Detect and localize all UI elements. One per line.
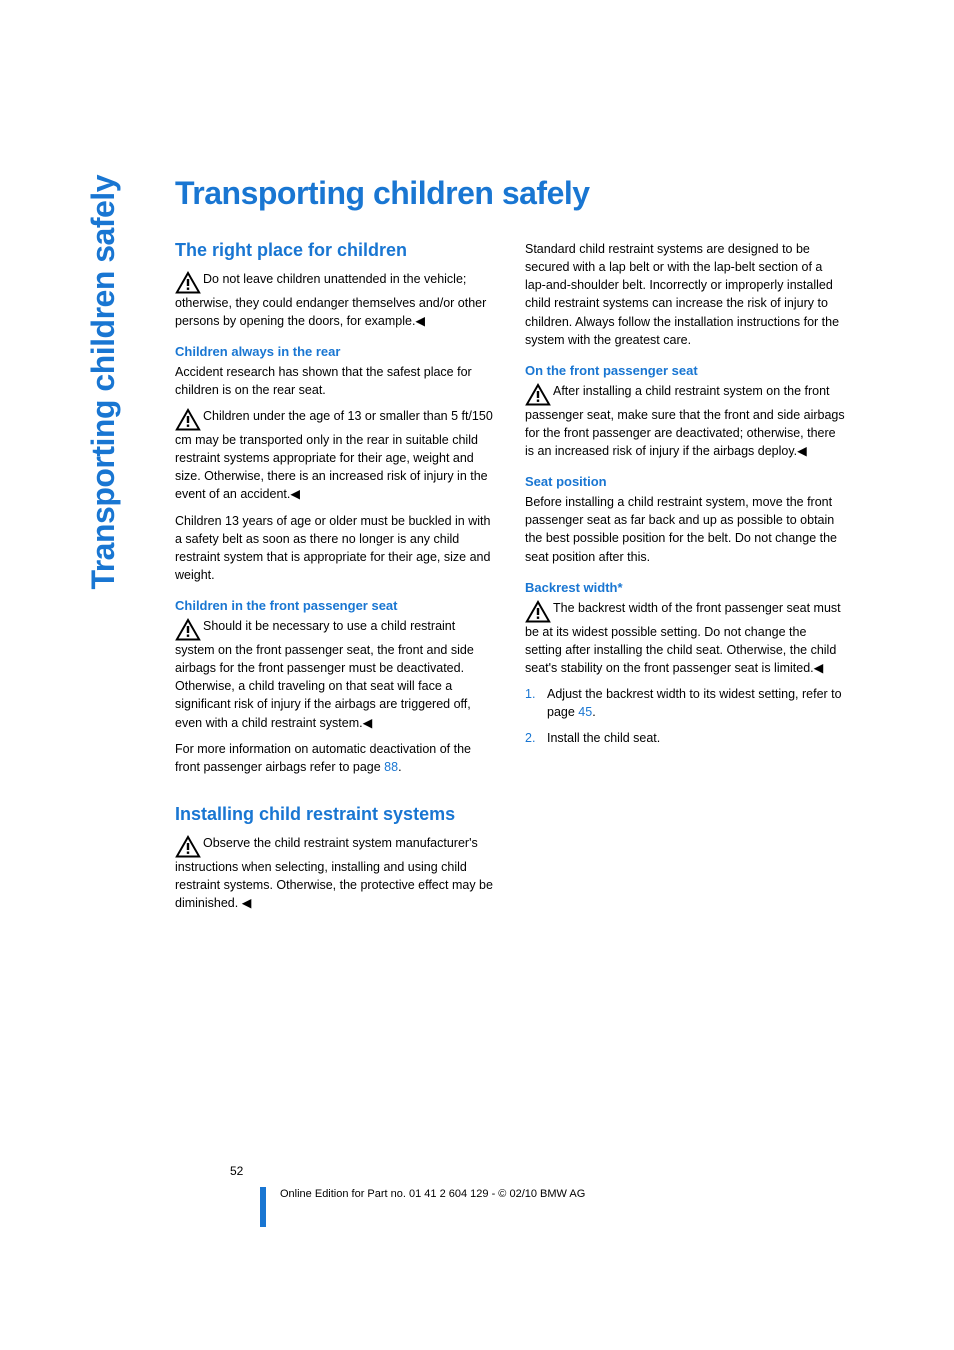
subheading-backrest-width: Backrest width* [525, 580, 845, 595]
list-number: 2. [525, 729, 547, 747]
text-accident-research: Accident research has shown that the saf… [175, 363, 495, 399]
list-number: 1. [525, 685, 547, 721]
warning-text: Do not leave children unattended in the … [175, 272, 486, 328]
heading-installing: Installing child restraint systems [175, 804, 495, 826]
warning-front-seat: Should it be necessary to use a child re… [175, 617, 495, 732]
warning-text: Observe the child restraint system manuf… [175, 836, 493, 910]
warning-icon [525, 600, 551, 623]
list-text: Adjust the backrest width to its widest … [547, 685, 845, 721]
page-ref-88[interactable]: 88 [384, 760, 398, 774]
page-title: Transporting children safely [175, 175, 590, 212]
warning-icon [175, 271, 201, 294]
warning-text: Children under the age of 13 or smaller … [175, 409, 493, 501]
page-ref-45[interactable]: 45 [578, 705, 592, 719]
list-item: 2. Install the child seat. [525, 729, 845, 747]
subheading-seat-position: Seat position [525, 474, 845, 489]
warning-text: The backrest width of the front passenge… [525, 601, 841, 675]
left-column: The right place for children Do not leav… [175, 240, 495, 920]
warning-manufacturer: Observe the child restraint system manuf… [175, 834, 495, 912]
list-text: Install the child seat. [547, 729, 845, 747]
subheading-on-front-seat: On the front passenger seat [525, 363, 845, 378]
list-item: 1. Adjust the backrest width to its wide… [525, 685, 845, 721]
text-part: . [592, 705, 595, 719]
warning-icon [525, 383, 551, 406]
warning-age-13: Children under the age of 13 or smaller … [175, 407, 495, 504]
warning-icon [175, 618, 201, 641]
side-tab: Transporting children safely [85, 175, 122, 590]
text-part: For more information on automatic deacti… [175, 742, 471, 774]
text-seat-position: Before installing a child restraint syst… [525, 493, 845, 566]
content-area: The right place for children Do not leav… [175, 240, 845, 920]
footer-accent-bar [260, 1187, 266, 1227]
text-standard-restraint: Standard child restraint systems are des… [525, 240, 845, 349]
footer-edition: Online Edition for Part no. 01 41 2 604 … [280, 1188, 585, 1200]
warning-backrest-width: The backrest width of the front passenge… [525, 599, 845, 677]
warning-unattended: Do not leave children unattended in the … [175, 270, 495, 330]
warning-icon [175, 835, 201, 858]
text-deactivation-info: For more information on automatic deacti… [175, 740, 495, 776]
warning-after-installing: After installing a child restraint syste… [525, 382, 845, 460]
text-children-13: Children 13 years of age or older must b… [175, 512, 495, 585]
page-number: 52 [230, 1164, 243, 1178]
warning-text: After installing a child restraint syste… [525, 384, 845, 458]
warning-text: Should it be necessary to use a child re… [175, 619, 474, 730]
heading-right-place: The right place for children [175, 240, 495, 262]
subheading-children-rear: Children always in the rear [175, 344, 495, 359]
right-column: Standard child restraint systems are des… [525, 240, 845, 920]
text-part: . [398, 760, 401, 774]
subheading-front-seat: Children in the front passenger seat [175, 598, 495, 613]
ordered-list: 1. Adjust the backrest width to its wide… [525, 685, 845, 747]
warning-icon [175, 408, 201, 431]
